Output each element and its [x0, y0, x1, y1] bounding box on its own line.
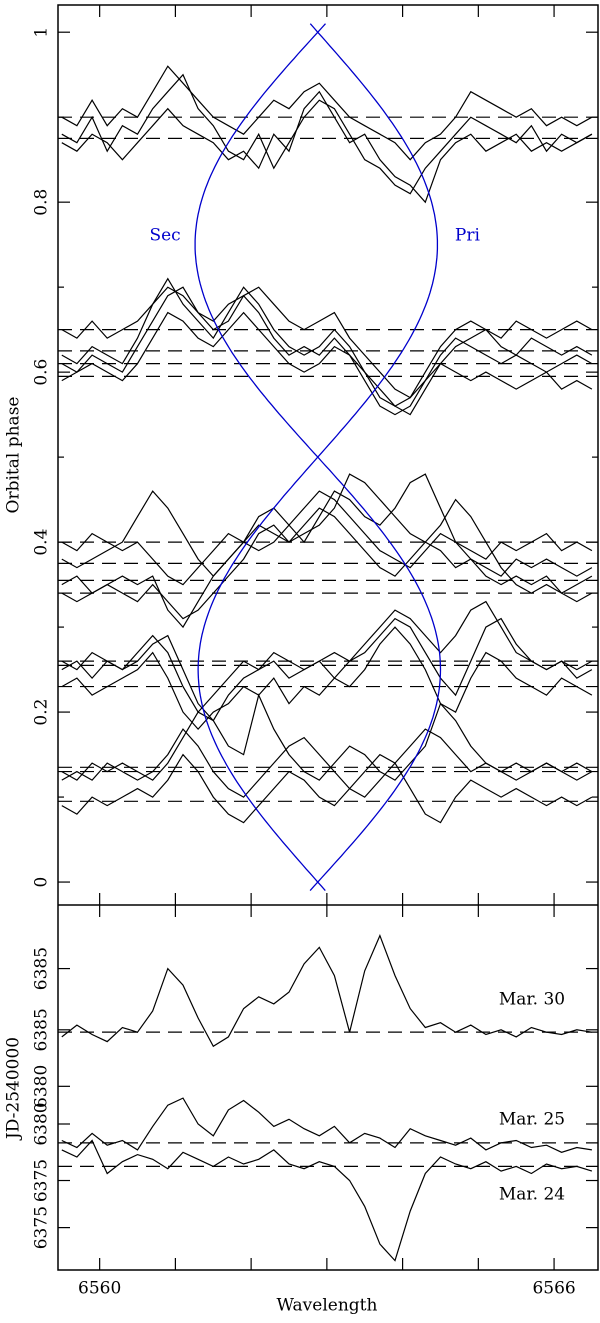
y-tick-label: 0 [32, 877, 52, 888]
y-tick-label: 6375 [32, 1206, 52, 1249]
spectrum-label: Mar. 30 [499, 990, 565, 1010]
spectrum [61, 490, 593, 586]
spectrum [61, 473, 593, 620]
spectrum-label: Mar. 25 [499, 1110, 565, 1130]
y-tick-label: 0.2 [32, 699, 52, 726]
y-tick-label: 0.6 [32, 359, 52, 386]
spectrum [61, 277, 593, 416]
rv-curve-label: Pri [455, 226, 481, 246]
spectrum [61, 626, 593, 731]
y-tick-label: 0.4 [32, 529, 52, 556]
y-axis-label: JD-2540000 [4, 1037, 24, 1141]
y-tick-label: 6385 [32, 1008, 52, 1051]
x-tick-label: 6560 [78, 1279, 121, 1299]
spectrum-label: Mar. 24 [499, 1185, 565, 1205]
x-tick-label: 6566 [532, 1279, 575, 1299]
frame [57, 4, 599, 1271]
spectrum [61, 753, 593, 824]
spectrum [61, 286, 593, 416]
y-tick-label: 0.8 [32, 189, 52, 216]
spectrum [61, 490, 593, 578]
spectrum [61, 65, 593, 161]
y-tick-label: 6380 [32, 1065, 52, 1108]
spectrum [61, 286, 593, 399]
y-axis-label: Orbital phase [4, 397, 24, 514]
x-axis-label: Wavelength [277, 1296, 378, 1316]
rv-curve-label: Sec [149, 226, 180, 246]
rv-curve [194, 23, 442, 892]
y-tick-label: 1 [32, 27, 52, 38]
spectrum [61, 90, 593, 204]
y-tick-label: 6385 [32, 947, 52, 990]
spectrum [61, 617, 593, 722]
spectrum [61, 1097, 592, 1153]
y-tick-label: 6380 [32, 1102, 52, 1145]
spectrum [61, 933, 592, 1048]
spectrum [61, 600, 593, 714]
spectrum [61, 728, 593, 798]
spectrum [61, 311, 593, 407]
spectrum [61, 1139, 593, 1262]
spectrum [61, 473, 593, 629]
y-tick-label: 6375 [32, 1159, 52, 1202]
